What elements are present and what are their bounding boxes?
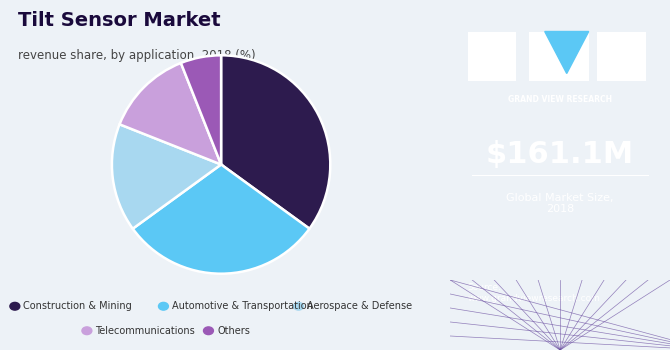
Text: Source:
www.grandviewresearch.com: Source: www.grandviewresearch.com — [468, 284, 601, 303]
Wedge shape — [221, 55, 330, 229]
Circle shape — [159, 302, 168, 310]
Polygon shape — [545, 32, 589, 74]
Text: Global Market Size,
2018: Global Market Size, 2018 — [507, 193, 614, 214]
FancyBboxPatch shape — [529, 32, 589, 80]
Wedge shape — [133, 164, 310, 274]
Circle shape — [10, 302, 20, 310]
FancyBboxPatch shape — [598, 32, 646, 80]
FancyBboxPatch shape — [468, 32, 516, 80]
Text: Aerospace & Defense: Aerospace & Defense — [307, 301, 412, 311]
Text: $161.1M: $161.1M — [486, 140, 634, 169]
Circle shape — [293, 302, 304, 310]
Text: Telecommunications: Telecommunications — [95, 326, 195, 336]
Wedge shape — [181, 55, 221, 164]
Circle shape — [82, 327, 92, 335]
Text: revenue share, by application, 2018 (%): revenue share, by application, 2018 (%) — [18, 49, 256, 62]
Wedge shape — [119, 63, 221, 164]
Text: Tilt Sensor Market: Tilt Sensor Market — [18, 10, 220, 29]
Text: GRAND VIEW RESEARCH: GRAND VIEW RESEARCH — [508, 94, 612, 104]
Circle shape — [204, 327, 214, 335]
Text: Construction & Mining: Construction & Mining — [23, 301, 132, 311]
Wedge shape — [112, 124, 221, 229]
Text: Others: Others — [217, 326, 250, 336]
Text: Automotive & Transportation: Automotive & Transportation — [172, 301, 313, 311]
